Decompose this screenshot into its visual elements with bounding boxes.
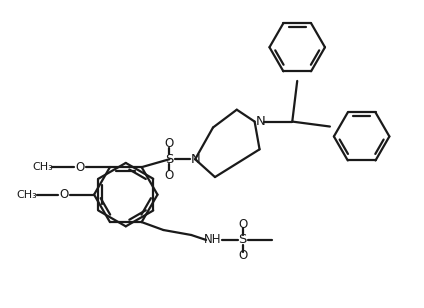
Text: CH₃: CH₃: [32, 162, 53, 172]
Text: O: O: [60, 188, 69, 201]
Text: N: N: [256, 115, 265, 128]
Text: S: S: [239, 233, 247, 246]
Text: O: O: [238, 249, 247, 262]
Text: O: O: [75, 161, 85, 174]
Text: O: O: [165, 168, 174, 182]
Text: NH: NH: [204, 233, 222, 246]
Text: CH₃: CH₃: [16, 190, 37, 200]
Text: O: O: [165, 137, 174, 150]
Text: S: S: [165, 153, 173, 166]
Text: O: O: [238, 217, 247, 231]
Text: N: N: [190, 153, 200, 166]
